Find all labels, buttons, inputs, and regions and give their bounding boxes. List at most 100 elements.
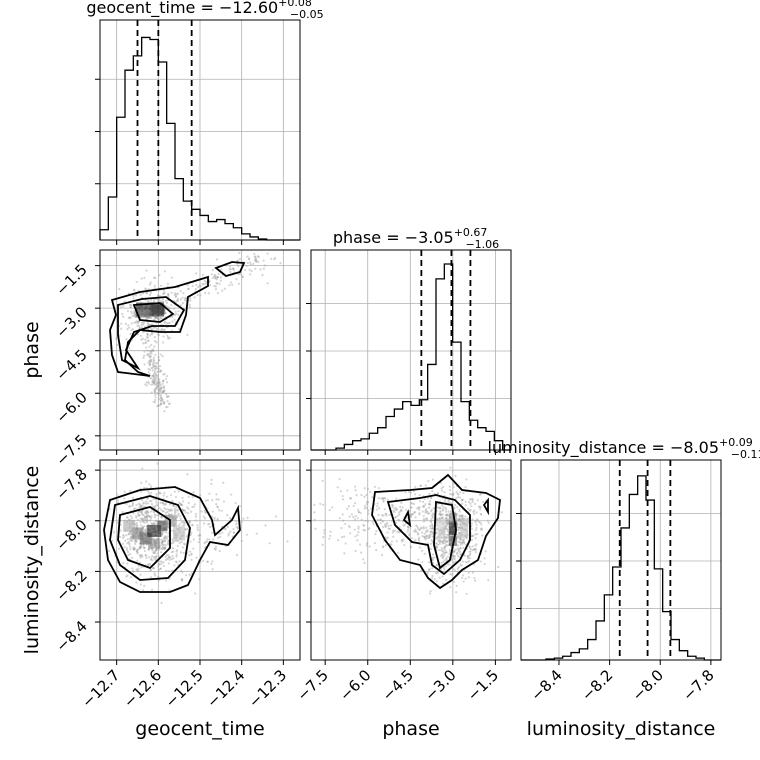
scatter-point <box>360 518 363 521</box>
scatter-point <box>448 501 451 504</box>
scatter-point <box>156 504 160 507</box>
scatter-point <box>155 381 159 385</box>
scatter-point <box>161 391 165 394</box>
scatter-point <box>458 496 461 499</box>
scatter-point <box>142 502 145 505</box>
scatter-point <box>446 514 449 517</box>
scatter-point <box>175 299 179 302</box>
scatter-point <box>474 547 477 550</box>
scatter-point <box>138 546 141 550</box>
scatter-point <box>462 541 466 544</box>
scatter-point <box>180 540 183 543</box>
scatter-point <box>279 261 282 265</box>
contour-blob <box>214 261 246 277</box>
scatter-point <box>140 323 143 327</box>
scatter-point <box>479 528 483 531</box>
scatter-point <box>160 532 164 535</box>
scatter-point <box>443 559 446 562</box>
scatter-point <box>187 501 190 504</box>
scatter-point <box>138 545 142 548</box>
scatter-point <box>249 263 252 266</box>
scatter-point <box>146 292 149 295</box>
scatter-point <box>346 507 349 510</box>
scatter-point <box>143 546 146 550</box>
scatter-point <box>414 485 417 488</box>
scatter-point <box>438 576 441 579</box>
scatter-point <box>159 388 162 391</box>
scatter-point <box>238 257 242 261</box>
scatter-point <box>134 321 138 324</box>
scatter-point <box>382 500 385 503</box>
scatter-point <box>214 548 217 551</box>
scatter-point <box>154 276 157 279</box>
scatter-point <box>159 369 163 372</box>
scatter-point <box>397 518 400 521</box>
scatter-point <box>377 513 380 517</box>
scatter-point <box>145 518 148 521</box>
scatter-point <box>174 312 178 316</box>
x-tick-label: −7.5 <box>294 666 332 704</box>
scatter-point <box>389 524 392 527</box>
scatter-point <box>446 544 449 547</box>
scatter-point <box>360 551 363 554</box>
scatter-point <box>248 268 251 271</box>
scatter-point <box>196 293 199 297</box>
scatter-point <box>461 560 464 563</box>
scatter-point <box>256 255 259 258</box>
scatter-point <box>226 514 229 517</box>
scatter-point <box>192 547 195 550</box>
scatter-point <box>182 542 186 545</box>
scatter-point <box>442 539 445 542</box>
scatter-point <box>435 522 438 525</box>
scatter-point <box>234 502 237 505</box>
scatter-point <box>131 501 135 505</box>
scatter-point <box>139 545 142 548</box>
scatter-point <box>217 272 220 275</box>
scatter-point <box>418 539 421 542</box>
scatter-point <box>152 298 155 301</box>
scatter-point <box>459 546 462 550</box>
scatter-point <box>447 499 450 502</box>
scatter-point <box>385 512 388 516</box>
scatter-point <box>154 504 157 507</box>
scatter-point <box>259 268 262 271</box>
scatter-point <box>484 550 487 553</box>
scatter-point <box>457 549 460 553</box>
scatter-point <box>427 568 431 571</box>
scatter-point <box>409 506 413 509</box>
scatter-point <box>161 391 164 394</box>
scatter-point <box>157 563 161 566</box>
scatter-point <box>182 500 185 503</box>
scatter-point <box>448 548 451 551</box>
scatter-point <box>146 333 149 336</box>
scatter-point <box>163 547 166 550</box>
scatter-point <box>479 521 482 524</box>
scatter-point <box>211 499 214 502</box>
scatter-point <box>455 552 459 555</box>
scatter-point <box>459 553 462 556</box>
scatter-point <box>150 298 153 302</box>
scatter-point <box>252 262 255 265</box>
scatter-point <box>127 324 130 327</box>
scatter-point <box>119 529 122 532</box>
scatter-point <box>431 524 434 527</box>
scatter-point <box>163 547 167 550</box>
scatter-point <box>163 539 166 542</box>
scatter-point <box>400 538 404 542</box>
scatter-point <box>428 492 431 495</box>
x-tick-label: −3.0 <box>421 666 459 704</box>
scatter-point <box>376 518 379 521</box>
scatter-point <box>447 510 450 513</box>
scatter-point <box>154 379 157 382</box>
scatter-point <box>205 281 208 284</box>
scatter-point <box>215 258 218 261</box>
x-tick-label: −7.8 <box>679 666 717 704</box>
scatter-point <box>363 507 366 510</box>
scatter-point <box>467 555 470 558</box>
scatter-point <box>144 338 147 341</box>
scatter-point <box>445 518 449 522</box>
scatter-point <box>391 503 394 507</box>
scatter-point <box>178 560 181 563</box>
scatter-point <box>183 543 187 546</box>
scatter-point <box>161 390 164 393</box>
